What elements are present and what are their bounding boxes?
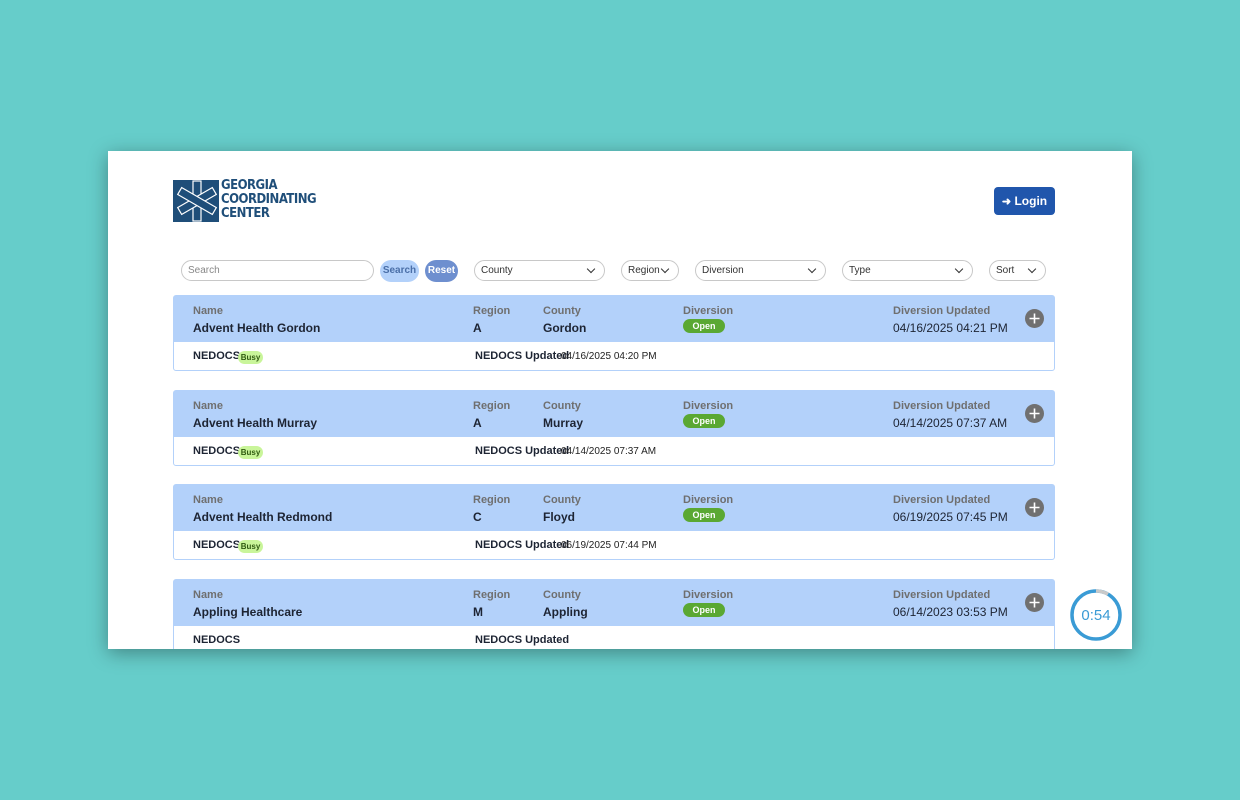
filter-select[interactable]: Diversion (695, 260, 826, 281)
login-button[interactable]: ➜ Login (994, 187, 1055, 215)
value-diversion-updated: 04/14/2025 07:37 AM (893, 415, 1008, 430)
label-name: Name (193, 399, 223, 412)
value-diversion-updated: 06/14/2023 03:53 PM (893, 604, 1008, 619)
label-county: County (543, 494, 581, 506)
label-county: County (543, 305, 581, 317)
nedocs-badge: Busy (238, 351, 263, 364)
facility-card: Name Advent Health Gordon Region A County Gor… (173, 295, 1055, 371)
search-input[interactable]: Search (181, 260, 374, 281)
timer-text: 0:54 (1081, 607, 1110, 624)
chevron (1027, 264, 1037, 274)
label-diversion-updated: Diversion Updated (893, 399, 991, 412)
login-label: Login (1014, 194, 1048, 208)
label-nedocs-updated: NEDOCS Updated (475, 539, 570, 551)
plus-icon (1029, 408, 1040, 418)
chevron (586, 264, 596, 274)
label-diversion-updated: Diversion Updated (893, 494, 991, 506)
logo-line: CENTER (221, 206, 270, 221)
value-region: M (473, 604, 483, 619)
label-county: County (543, 399, 581, 412)
card-header: Name Advent Health Murray Region A County Mur… (174, 390, 1054, 437)
diversion-badge: Open (683, 508, 725, 522)
facility-card: Name Advent Health Murray Region A County Mur… (173, 389, 1055, 466)
diversion-badge: Open (683, 319, 725, 333)
card-header: Name Advent Health Redmond Region C County Fl… (174, 485, 1054, 531)
value-county: Appling (543, 604, 588, 619)
chevron (954, 264, 964, 274)
value-nedocs-updated: 04/16/2025 04:20 PM (561, 351, 657, 362)
expand-button[interactable] (1025, 309, 1044, 328)
value-region: C (473, 510, 482, 524)
app-panel: GEORGIA COORDINATING CENTER ➜ Login Search… (108, 151, 1132, 649)
label-nedocs: NEDOCS (193, 350, 241, 362)
timer: 0:54 (1070, 589, 1122, 641)
label-diversion: Diversion (683, 494, 734, 506)
label-diversion: Diversion (683, 399, 734, 412)
value-county: Murray (543, 415, 584, 430)
label-nedocs: NEDOCS (193, 633, 241, 646)
label-name: Name (193, 305, 223, 317)
label-name: Name (193, 588, 223, 601)
value-diversion-updated: 04/16/2025 04:21 PM (893, 321, 1008, 335)
value-nedocs-updated: 04/14/2025 07:37 AM (561, 445, 657, 457)
value-diversion-updated: 06/19/2025 07:45 PM (893, 510, 1008, 524)
logo-line: COORDINATING (221, 192, 317, 207)
card-header: Name Advent Health Gordon Region A County Gor… (174, 296, 1054, 342)
label-nedocs-updated: NEDOCS Updated (475, 350, 570, 362)
label-region: Region (473, 399, 511, 412)
filter-select[interactable]: Type (842, 260, 973, 281)
expand-button[interactable] (1025, 498, 1044, 517)
facility-card: Name Advent Health Redmond Region C County Fl… (173, 484, 1055, 560)
plus-icon (1029, 597, 1040, 607)
label-diversion-updated: Diversion Updated (893, 305, 991, 317)
filter-select[interactable]: Region (621, 260, 679, 281)
value-county: Floyd (543, 510, 575, 524)
logo-text: GEORGIA COORDINATING CENTER (221, 178, 317, 221)
plus-icon (1029, 313, 1040, 324)
value-nedocs-updated: 06/19/2025 07:44 PM (561, 540, 657, 551)
label-region: Region (473, 305, 511, 317)
value-region: A (473, 321, 482, 335)
expand-button[interactable] (1025, 592, 1044, 612)
label-diversion: Diversion (683, 588, 734, 601)
label-nedocs-updated: NEDOCS Updated (475, 444, 570, 457)
value-region: A (473, 415, 482, 430)
logo-icon (173, 180, 219, 222)
label-diversion-updated: Diversion Updated (893, 588, 991, 601)
value-name: Appling Healthcare (193, 604, 303, 619)
nedocs-badge: Busy (238, 540, 263, 553)
value-name: Advent Health Murray (193, 415, 318, 430)
filter-select[interactable]: Sort (989, 260, 1046, 281)
expand-button[interactable] (1025, 403, 1044, 423)
label-nedocs: NEDOCS (193, 444, 241, 457)
filter-select[interactable]: County (474, 260, 605, 281)
value-name: Advent Health Redmond (193, 510, 333, 524)
label-region: Region (473, 494, 511, 506)
search-button[interactable]: Search (380, 260, 419, 282)
diversion-badge: Open (683, 413, 725, 428)
nedocs-badge: Busy (238, 445, 263, 459)
diversion-badge: Open (683, 602, 725, 617)
reset-button[interactable]: Reset (425, 260, 458, 282)
value-county: Gordon (543, 321, 587, 335)
card-header: Name Appling Healthcare Region M County Appli… (174, 579, 1054, 626)
value-name: Advent Health Gordon (193, 321, 321, 335)
label-county: County (543, 588, 581, 601)
chevron (660, 264, 670, 274)
label-region: Region (473, 588, 511, 601)
facility-card: Name Appling Healthcare Region M County Appli… (173, 578, 1055, 649)
plus-icon (1029, 502, 1040, 513)
label-nedocs: NEDOCS (193, 539, 241, 551)
chevron (807, 264, 817, 274)
label-nedocs-updated: NEDOCS Updated (475, 633, 570, 646)
label-name: Name (193, 494, 223, 506)
logo-line: GEORGIA (221, 178, 278, 193)
label-diversion: Diversion (683, 305, 734, 317)
